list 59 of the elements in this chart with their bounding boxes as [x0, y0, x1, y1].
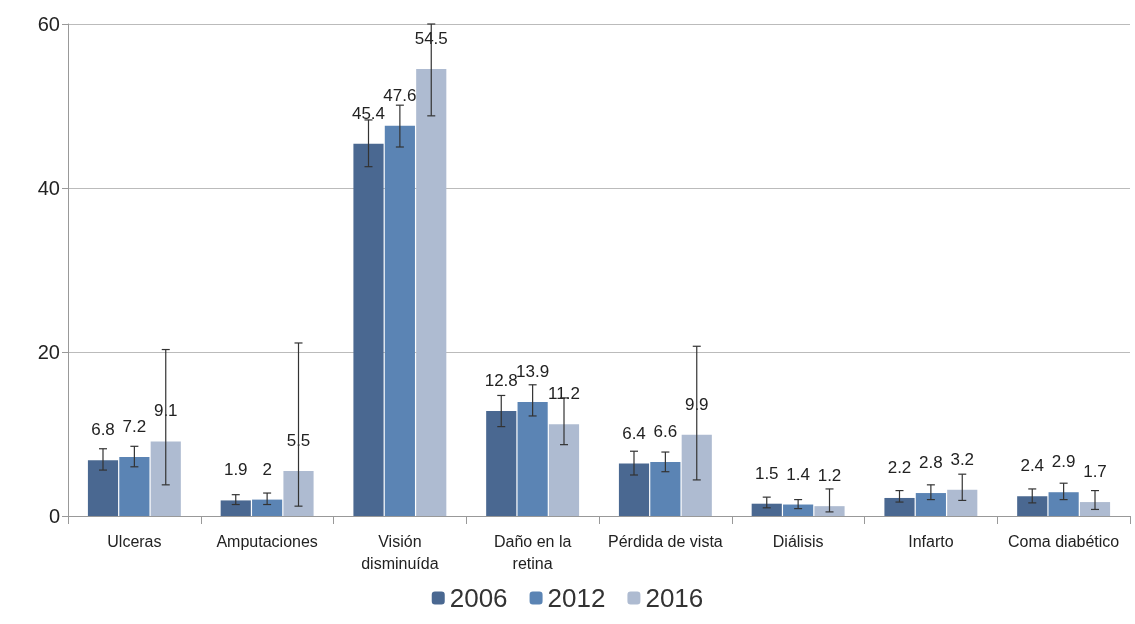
bar: [751, 503, 782, 516]
data-label: 2.2: [887, 457, 912, 477]
bar: [650, 461, 681, 516]
bar: [1017, 496, 1048, 516]
bar: [814, 506, 845, 516]
bar: [783, 504, 814, 516]
data-label: 1.7: [1083, 462, 1107, 482]
data-label: 6.4: [622, 423, 646, 443]
data-label: 45.4: [351, 103, 386, 123]
data-label: 6.6: [653, 421, 678, 441]
x-tick-label: Daño en la retina: [493, 532, 572, 572]
bar: [1048, 492, 1079, 516]
bar: [947, 489, 978, 516]
data-label: 2: [262, 459, 272, 479]
x-tick-label: Pérdida de vista: [608, 532, 723, 550]
data-label: 3.2: [950, 449, 975, 469]
x-tick-label: Ulceras: [107, 532, 162, 550]
data-label: 11.2: [548, 384, 580, 404]
bar: [220, 500, 251, 516]
x-tick-label: Diálisis: [772, 532, 824, 550]
data-label: 1.5: [754, 463, 779, 483]
bar: [1079, 502, 1111, 516]
bar: [884, 497, 915, 516]
data-label: 6.8: [91, 420, 115, 440]
bar: [486, 411, 517, 516]
legend-label: 2012: [547, 583, 606, 613]
bar: [252, 499, 283, 516]
data-label: 2.4: [1020, 456, 1045, 476]
data-label: 1.4: [786, 464, 810, 484]
legend-label: 2016: [645, 583, 704, 613]
y-tick-label: 0: [48, 505, 60, 527]
x-tick-label: Visión disminuída: [361, 532, 439, 572]
bar: [384, 125, 415, 516]
data-label: 2.8: [919, 453, 943, 473]
bar: [681, 434, 712, 516]
bar: [283, 470, 314, 516]
bar: [416, 69, 447, 516]
bar: [618, 463, 650, 516]
data-label: 13.9: [516, 362, 550, 382]
bar: [87, 460, 119, 516]
y-tick-label: 20: [37, 341, 60, 363]
data-label: 12.8: [484, 371, 518, 391]
bar: [150, 441, 181, 516]
x-tick-label: Infarto: [908, 532, 954, 550]
bar: [353, 143, 384, 516]
bar: [915, 493, 946, 516]
x-tick-label: Amputaciones: [216, 532, 318, 550]
data-label: 1.2: [817, 466, 842, 486]
data-label: 2.9: [1051, 452, 1076, 472]
legend-label: 2006: [449, 583, 508, 613]
bar: [119, 456, 150, 516]
bar: [517, 402, 548, 516]
bar: [548, 424, 580, 516]
data-label: 1.9: [223, 460, 248, 480]
x-tick-label: Coma diabético: [1008, 532, 1120, 550]
data-label: 47.6: [383, 85, 417, 105]
y-tick-label: 60: [37, 13, 60, 35]
data-label: 7.2: [122, 416, 147, 436]
y-tick-label: 40: [37, 177, 60, 199]
